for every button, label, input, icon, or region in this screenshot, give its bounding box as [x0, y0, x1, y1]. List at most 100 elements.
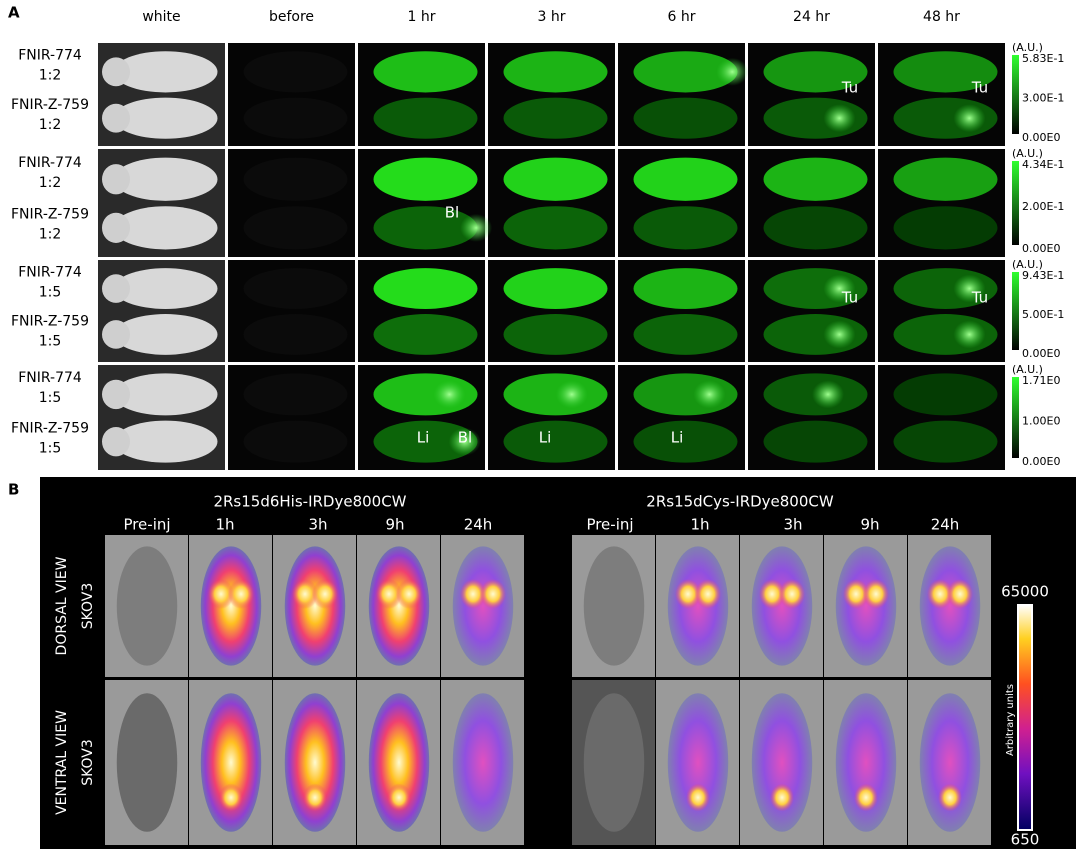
signal-spot	[303, 783, 327, 812]
row-label: FNIR-774	[18, 264, 82, 280]
mouse	[763, 420, 868, 463]
signal-spot	[947, 579, 973, 609]
row-label: 1:5	[39, 284, 62, 300]
colorbar-label: 0.00E0	[1022, 242, 1060, 255]
row-label: FNIR-774	[18, 48, 82, 64]
row-label: FNIR-Z-759	[11, 313, 89, 329]
signal-spot	[219, 783, 243, 812]
column-header: 1h	[690, 516, 709, 534]
colorbar	[1012, 161, 1019, 245]
annotation: Li	[539, 429, 552, 447]
mouse-head	[102, 164, 130, 195]
mouse	[503, 420, 608, 463]
signal-spot	[823, 274, 856, 303]
column-header: 48 hr	[923, 9, 960, 25]
row-label: 1:5	[39, 333, 62, 349]
mouse	[368, 546, 430, 666]
mouse	[116, 546, 178, 666]
signal-spot	[953, 320, 986, 349]
row-label: 1:5	[39, 441, 62, 457]
mouse	[763, 157, 868, 201]
mouse	[113, 157, 218, 201]
signal-spot	[686, 783, 710, 812]
mouse	[633, 268, 738, 309]
signal-spot	[460, 213, 493, 242]
mouse	[116, 693, 178, 832]
mouse	[373, 268, 478, 309]
colorbar-unit: (A.U.)	[1012, 258, 1043, 271]
mouse	[835, 693, 897, 832]
mouse	[243, 268, 348, 309]
mouse	[243, 157, 348, 201]
annotation: Tu	[841, 289, 858, 307]
colorbar-label: 1.00E0	[1022, 415, 1060, 428]
column-header: white	[142, 9, 180, 25]
mouse	[284, 546, 346, 666]
mouse	[633, 97, 738, 139]
column-header: 3h	[308, 516, 327, 534]
colorbar-label: 5.83E-1	[1022, 52, 1064, 65]
signal-spot	[938, 783, 962, 812]
colorbar-unit: (A.U.)	[1012, 41, 1043, 54]
column-header: 1h	[215, 516, 234, 534]
mouse	[368, 693, 430, 832]
colorbar-label: 0.00E0	[1022, 347, 1060, 360]
signal-spot	[953, 104, 986, 133]
mouse	[583, 693, 645, 832]
column-header: 24h	[464, 516, 493, 534]
panel-label: B	[8, 481, 19, 499]
signal-spot	[927, 579, 953, 609]
mouse	[243, 97, 348, 139]
mouse	[503, 206, 608, 250]
signal-spot	[675, 579, 701, 609]
signal-spot	[693, 380, 726, 409]
signal-spot	[863, 579, 889, 609]
colorbar-label: 5.00E-1	[1022, 308, 1064, 321]
mouse	[200, 693, 262, 832]
mouse-head	[102, 426, 130, 457]
signal-spot	[823, 104, 856, 133]
mouse	[373, 157, 478, 201]
signal-spot	[292, 579, 318, 609]
annotation: Tu	[971, 79, 988, 97]
row-label: FNIR-Z-759	[11, 207, 89, 223]
mouse-head	[102, 274, 130, 303]
mouse	[633, 314, 738, 355]
annotation: Li	[671, 429, 684, 447]
signal-spot	[228, 579, 254, 609]
signal-spot	[953, 274, 986, 303]
signal-spot	[555, 380, 588, 409]
mouse	[893, 206, 998, 250]
mouse	[284, 693, 346, 832]
mouse	[373, 420, 478, 463]
mouse	[373, 51, 478, 93]
row-label: FNIR-Z-759	[11, 421, 89, 437]
mouse	[763, 206, 868, 250]
mouse	[919, 693, 981, 832]
mouse	[751, 546, 813, 666]
colorbar-title: Arbitrary units	[1005, 684, 1016, 756]
signal-spot	[460, 579, 486, 609]
mouse	[373, 206, 478, 250]
row-label: 1:2	[39, 175, 62, 191]
panel-label: A	[8, 4, 20, 22]
column-header: Pre-inj	[586, 516, 633, 534]
annotation: Li	[417, 429, 430, 447]
colorbar-label: 9.43E-1	[1022, 269, 1064, 282]
mouse	[113, 51, 218, 93]
mouse	[583, 546, 645, 666]
mouse-head	[102, 320, 130, 349]
block-title: 2Rs15dCys-IRDye800CW	[646, 493, 834, 511]
column-header: 3h	[783, 516, 802, 534]
mouse	[667, 546, 729, 666]
mouse	[113, 373, 218, 416]
mouse	[835, 546, 897, 666]
mouse	[243, 314, 348, 355]
mouse	[452, 693, 514, 832]
mouse	[633, 157, 738, 201]
annotation: Tu	[841, 79, 858, 97]
signal-spot	[433, 380, 466, 409]
row-label: 1:5	[39, 390, 62, 406]
signal-spot	[716, 57, 749, 86]
